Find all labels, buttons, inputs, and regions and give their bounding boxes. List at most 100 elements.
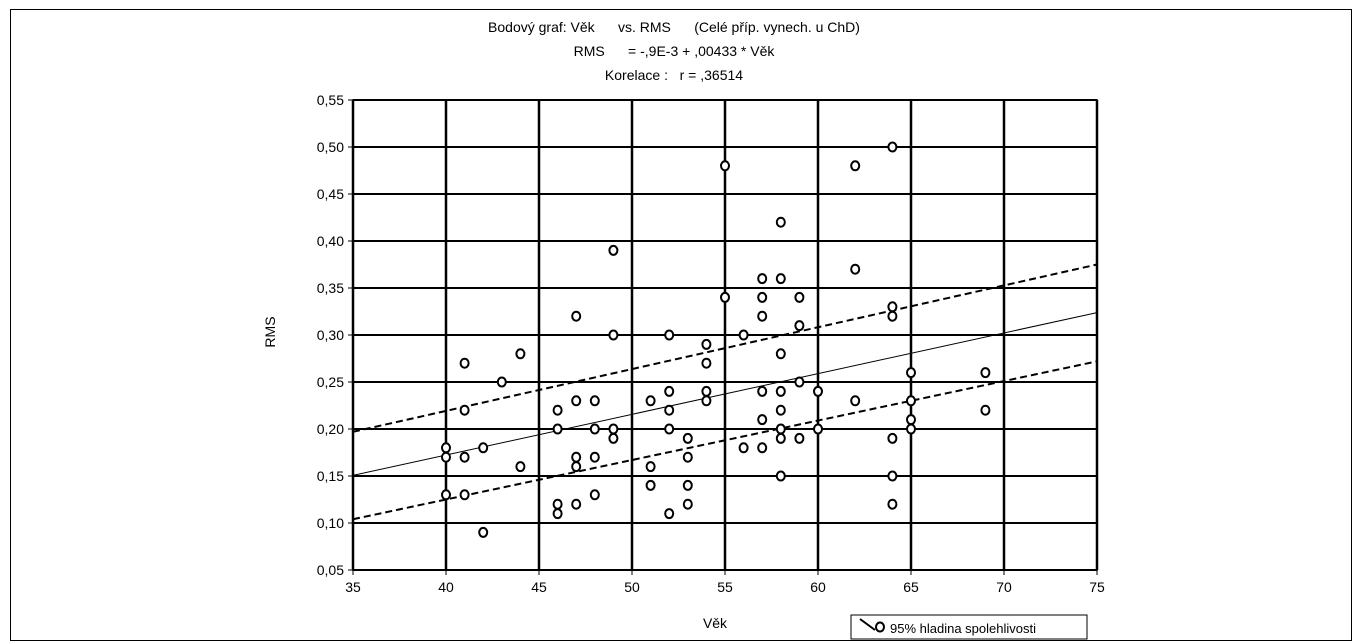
- data-point: [906, 395, 916, 407]
- data-point: [589, 423, 600, 435]
- data-point: [589, 451, 600, 463]
- data-point: [794, 376, 805, 388]
- data-point: [701, 357, 712, 369]
- data-point: [441, 442, 451, 454]
- data-point: [664, 385, 675, 397]
- data-point: [682, 498, 693, 510]
- data-point: [757, 414, 768, 426]
- y-axis-ticks: 0,05 0,10 0,15 0,20 0,25 0,30 0,35 0,40 0,45 0,50…: [317, 92, 353, 578]
- data-point: [757, 291, 768, 303]
- x-tick-label: 70: [996, 579, 1012, 595]
- data-point: [459, 357, 470, 369]
- data-point: [664, 329, 675, 341]
- data-point: [515, 461, 526, 473]
- chart-title: Bodový graf: Věk vs. RMS (Celé příp. vyn…: [488, 19, 860, 83]
- data-point: [850, 263, 861, 275]
- x-tick-label: 55: [717, 579, 733, 595]
- data-point: [664, 423, 675, 435]
- x-tick-label: 65: [903, 579, 919, 595]
- data-point: [887, 470, 898, 482]
- x-tick-label: 50: [624, 579, 640, 595]
- legend-marker-swatch: [875, 621, 885, 633]
- data-point: [906, 423, 916, 435]
- data-point: [571, 395, 582, 407]
- data-point: [850, 395, 861, 407]
- data-point: [757, 385, 768, 397]
- legend: 95% hladina spolehlivosti: [850, 614, 1088, 640]
- data-point: [645, 395, 656, 407]
- data-point: [608, 244, 619, 256]
- data-point: [571, 451, 582, 463]
- y-tick-label: 0,25: [317, 374, 344, 390]
- data-point: [682, 432, 693, 444]
- data-point: [571, 461, 582, 473]
- y-tick-label: 0,20: [317, 421, 344, 437]
- data-point: [571, 310, 582, 322]
- data-point: [720, 291, 730, 303]
- data-point: [701, 385, 712, 397]
- title-line-2: RMS = -,9E-3 + ,00433 * Věk: [574, 43, 776, 59]
- y-tick-label: 0,55: [317, 92, 344, 108]
- data-point: [552, 508, 563, 520]
- data-point: [887, 498, 898, 510]
- data-point: [794, 320, 805, 332]
- data-point: [775, 348, 786, 360]
- y-tick-label: 0,45: [317, 186, 344, 202]
- x-tick-label: 60: [810, 579, 826, 595]
- data-point: [887, 432, 898, 444]
- data-point: [738, 329, 749, 341]
- legend-box: [850, 614, 1088, 640]
- y-tick-label: 0,50: [317, 139, 344, 155]
- data-point: [645, 479, 656, 491]
- y-tick-label: 0,30: [317, 327, 344, 343]
- data-point: [775, 273, 786, 285]
- data-point: [850, 160, 861, 172]
- data-point: [608, 329, 619, 341]
- data-point: [552, 498, 563, 510]
- data-point: [664, 508, 675, 520]
- data-point: [906, 367, 916, 379]
- data-point: [813, 423, 823, 435]
- data-point: [608, 432, 619, 444]
- data-points: [441, 141, 991, 538]
- data-point: [775, 470, 786, 482]
- data-point: [459, 489, 470, 501]
- data-point: [757, 273, 768, 285]
- data-point: [441, 489, 451, 501]
- data-point: [552, 423, 563, 435]
- data-point: [441, 451, 451, 463]
- data-point: [515, 348, 526, 360]
- data-point: [645, 461, 656, 473]
- title-line-3: Korelace : r = ,36514: [605, 67, 743, 83]
- data-point: [478, 442, 489, 454]
- data-point: [980, 367, 991, 379]
- data-point: [682, 451, 693, 463]
- data-point: [478, 526, 489, 538]
- regression-line-group: [352, 312, 1098, 476]
- data-point: [701, 338, 712, 350]
- data-point: [682, 479, 693, 491]
- data-point: [813, 385, 823, 397]
- data-point: [757, 310, 768, 322]
- data-point: [980, 404, 991, 416]
- data-point: [459, 404, 470, 416]
- data-point: [757, 442, 768, 454]
- x-tick-label: 35: [345, 579, 361, 595]
- data-point: [887, 301, 898, 313]
- x-tick-label: 75: [1089, 579, 1105, 595]
- data-point: [775, 404, 786, 416]
- data-point: [571, 498, 582, 510]
- data-point: [775, 385, 786, 397]
- x-tick-label: 45: [531, 579, 547, 595]
- data-point: [794, 291, 805, 303]
- regression-line: [352, 312, 1098, 476]
- confidence-band-upper: [352, 263, 1098, 433]
- data-point: [775, 423, 786, 435]
- data-point: [887, 141, 898, 153]
- y-tick-label: 0,15: [317, 468, 344, 484]
- y-tick-label: 0,40: [317, 233, 344, 249]
- y-tick-label: 0,10: [317, 515, 344, 531]
- x-tick-label: 40: [438, 579, 454, 595]
- data-point: [906, 414, 916, 426]
